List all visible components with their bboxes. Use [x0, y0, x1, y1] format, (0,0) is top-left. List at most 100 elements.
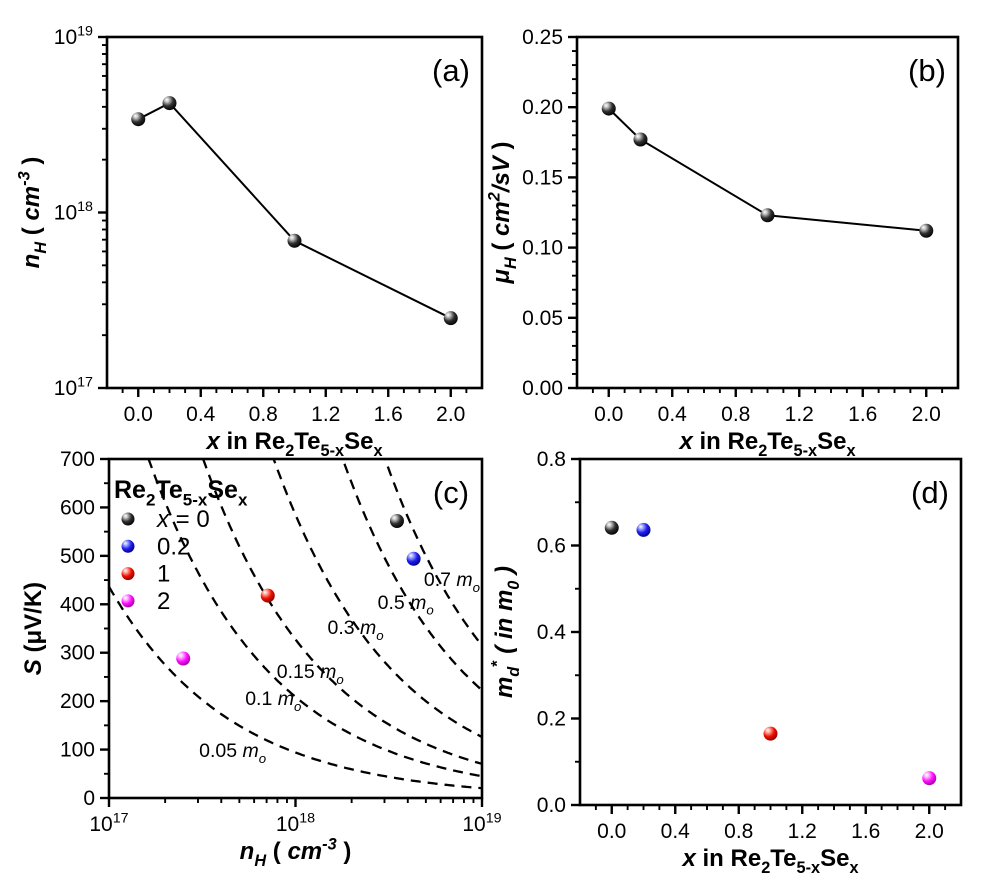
y-axis-label: S (μV/K) [20, 582, 47, 675]
data-point [176, 651, 191, 666]
pisarenko-curve [110, 586, 481, 790]
axis-ticks [571, 457, 947, 814]
legend-marker [121, 567, 135, 581]
y-tick-label: 1019 [54, 24, 93, 49]
data-point [443, 311, 458, 326]
curve-mass-label: 0.7 mo [424, 569, 480, 595]
y-tick-label: 0.4 [537, 621, 567, 644]
x-tick-label: 0.0 [124, 403, 153, 426]
panel-letter-a: (a) [432, 53, 470, 88]
x-tick-label: 1019 [462, 811, 501, 836]
x-axis-label: x in Re2Te5-xSex [204, 428, 382, 460]
legend-marker [121, 539, 135, 553]
legend-item-label: 2 [157, 588, 170, 615]
y-tick-label: 0.10 [522, 237, 563, 260]
curve-mass-label: 0.05 mo [199, 740, 266, 766]
data-point [287, 233, 302, 248]
legend-marker [121, 594, 135, 608]
legend-marker [121, 512, 135, 526]
axis-ticks [568, 35, 944, 397]
y-tick-label: 1018 [54, 199, 93, 224]
curve-mass-label: 0.1 mo [245, 688, 301, 714]
panel-b: 0.0 0.4 0.8 1.2 1.6 2.0 0.00 0.05 0.10 0.15 0.20 0.… [485, 26, 960, 460]
legend-item-label: 1 [157, 561, 170, 588]
panel-letter-d: (d) [911, 475, 949, 510]
axis-ticks [100, 457, 484, 807]
x-tick-label: 1.6 [851, 820, 880, 843]
curve-mass-label: 0.3 mo [328, 617, 384, 643]
series-line [137, 101, 452, 320]
x-tick-label: 0.8 [249, 403, 278, 426]
panel-a: 0.0 0.4 0.8 1.2 1.6 2.0 1017 1018 1019 x in Re2Te… [15, 24, 484, 460]
data-point [260, 588, 275, 603]
y-tick-label: 0.25 [522, 26, 563, 49]
y-tick-label: 300 [60, 642, 95, 665]
panel-c: 1017 1018 1019 0 100 200 300 400 500 600 700 nH ( c… [20, 448, 502, 870]
pisarenko-curves [110, 460, 481, 790]
data-point [604, 520, 619, 535]
y-tick-label: 0.20 [522, 96, 563, 119]
y-tick-label: 1017 [54, 375, 93, 400]
data-point [763, 726, 778, 741]
y-tick-label: 600 [60, 496, 95, 519]
x-tick-label: 1.6 [848, 403, 877, 426]
curve-mass-label: 0.15 mo [277, 661, 344, 687]
x-tick-label: 1.2 [785, 403, 814, 426]
curve-mass-label: 0.5 mo [378, 592, 434, 618]
y-tick-label: 0.15 [522, 166, 563, 189]
panel-letter-b: (b) [908, 53, 946, 88]
x-tick-label: 0.8 [721, 403, 750, 426]
legend-item-label: 0.2 [157, 533, 190, 560]
y-axis-label: nH ( cm-3 ) [15, 157, 50, 269]
data-point [633, 132, 648, 147]
data-point [162, 96, 177, 111]
data-point [922, 771, 937, 786]
y-tick-label: 0.8 [537, 448, 566, 471]
pisarenko-curve [202, 460, 481, 765]
data-point [131, 112, 146, 127]
y-axis-label: md* ( in m0 ) [488, 566, 523, 698]
series-line [608, 107, 927, 232]
x-axis-label: x in Re2Te5-xSex [677, 428, 855, 460]
y-tick-label: 500 [60, 545, 95, 568]
y-tick-label: 0.0 [537, 794, 566, 817]
data-point [760, 208, 775, 223]
x-tick-label: 0.4 [658, 403, 688, 426]
data-point [389, 513, 404, 528]
y-tick-label: 700 [60, 448, 95, 471]
x-tick-label: 0.4 [661, 820, 691, 843]
y-tick-label: 0.00 [522, 377, 563, 400]
x-tick-label: 0.8 [724, 820, 753, 843]
data-point [601, 101, 616, 116]
y-tick-label: 100 [60, 739, 95, 762]
x-tick-label: 2.0 [436, 403, 465, 426]
data-point [406, 551, 421, 566]
x-tick-label: 1.2 [788, 820, 817, 843]
x-tick-label: 2.0 [912, 403, 941, 426]
x-tick-label: 1017 [89, 811, 128, 836]
panel-letter-c: (c) [433, 475, 469, 510]
legend-title: Re2Te5-xSex [114, 476, 248, 510]
x-axis-label: nH ( cm-3 ) [240, 835, 352, 870]
y-axis-label: μH ( cm2/sV ) [485, 141, 520, 284]
y-tick-label: 0.05 [522, 307, 563, 330]
y-tick-label: 0.6 [537, 535, 566, 558]
legend-item-label: x = 0 [156, 506, 210, 533]
x-tick-label: 1018 [276, 811, 315, 836]
y-tick-label: 0.2 [537, 708, 566, 731]
data-point [636, 522, 651, 537]
y-tick-label: 400 [60, 593, 95, 616]
x-tick-label: 0.0 [594, 403, 623, 426]
x-tick-label: 1.6 [374, 403, 403, 426]
axis-ticks [98, 35, 468, 397]
x-tick-label: 0.4 [186, 403, 216, 426]
x-tick-label: 2.0 [915, 820, 944, 843]
data-point [919, 223, 934, 238]
y-tick-label: 200 [60, 690, 95, 713]
y-tick-label: 0 [83, 787, 95, 810]
x-axis-label: x in Re2Te5-xSex [680, 845, 858, 877]
